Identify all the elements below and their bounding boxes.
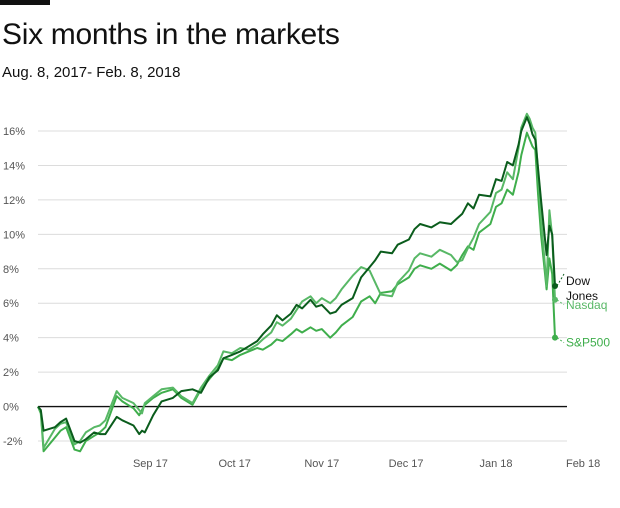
- y-tick-label: 6%: [3, 298, 19, 310]
- series-label-nasdaq: Nasdaq: [566, 298, 607, 312]
- x-tick-label: Jan 18: [479, 458, 512, 470]
- y-tick-label: 16%: [3, 126, 25, 138]
- end-point-s-p500: [552, 334, 558, 341]
- x-tick-label: Oct 17: [218, 458, 250, 470]
- x-tick-label: Feb 18: [566, 458, 600, 470]
- series-line-nasdaq: [37, 112, 556, 449]
- y-tick-label: 0%: [3, 402, 19, 414]
- x-tick-label: Dec 17: [389, 458, 424, 470]
- y-tick-label: 12%: [3, 195, 25, 207]
- series-label-s-p500: S&P500: [566, 336, 610, 350]
- series-line-dow-jones: [37, 116, 556, 444]
- chart-title: Six months in the markets: [2, 18, 340, 51]
- y-tick-label: 14%: [3, 160, 25, 172]
- end-point-nasdaq: [552, 296, 558, 303]
- y-axis-tick-labels: -2% 0% 2% 4% 6% 8% 10% 12% 14% 16%: [3, 126, 25, 448]
- series-lines: [37, 112, 556, 453]
- y-tick-label: -2%: [3, 436, 23, 448]
- gridlines: [38, 130, 567, 442]
- y-tick-label: 10%: [3, 229, 25, 241]
- label-leader-dow-jones: [556, 273, 565, 287]
- label-leader-s-p500: [556, 337, 565, 344]
- y-tick-label: 8%: [3, 264, 19, 276]
- y-tick-label: 4%: [3, 333, 19, 345]
- end-point-dow-jones: [552, 283, 558, 289]
- series-line-s-p500: [37, 131, 556, 453]
- top-accent-bar: [0, 0, 50, 5]
- label-leader-nasdaq: [556, 299, 565, 306]
- y-tick-label: 2%: [3, 367, 19, 379]
- chart-subtitle: Aug. 8, 2017- Feb. 8, 2018: [2, 64, 181, 81]
- series-label-dow-jones: Dow: [566, 274, 590, 288]
- x-tick-label: Sep 17: [133, 458, 168, 470]
- x-axis-tick-labels: Sep 17 Oct 17 Nov 17 Dec 17 Jan 18 Feb 18: [133, 458, 600, 470]
- x-tick-label: Nov 17: [304, 458, 339, 470]
- series-label-dow-jones: Jones: [566, 289, 598, 303]
